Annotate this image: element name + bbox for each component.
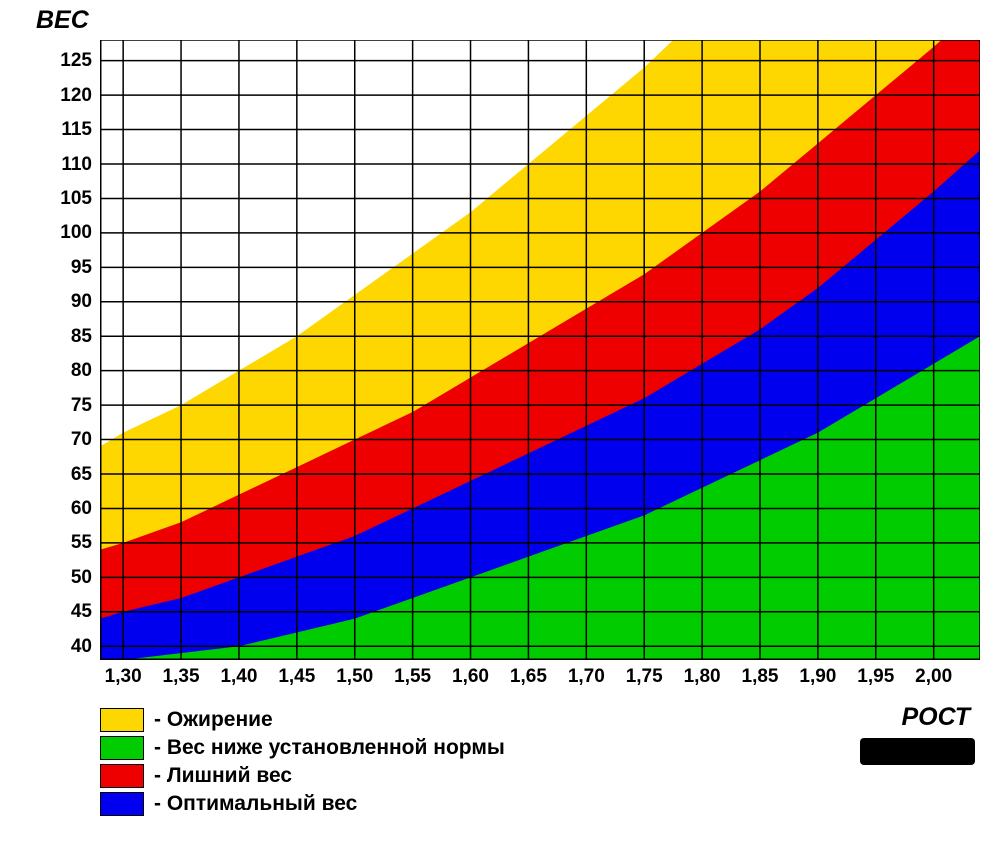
- y-tick-label: 65: [44, 464, 92, 486]
- legend-label: - Оптимальный вес: [154, 792, 357, 816]
- y-axis-title: ВЕС: [36, 6, 89, 35]
- x-tick-label: 1,45: [272, 666, 322, 688]
- x-tick-label: 1,55: [388, 666, 438, 688]
- x-axis-title: РОСТ: [902, 703, 971, 732]
- x-tick-label: 1,70: [561, 666, 611, 688]
- y-tick-label: 80: [44, 360, 92, 382]
- legend-item-obesity: - Ожирение: [100, 708, 505, 732]
- x-tick-label: 1,80: [677, 666, 727, 688]
- y-tick-label: 110: [44, 154, 92, 176]
- x-tick-label: 1,95: [851, 666, 901, 688]
- y-tick-label: 95: [44, 257, 92, 279]
- chart-container: ВЕС 40 45 50 55 60 65 70 75 80 85 90 95 100 105 110 115…: [0, 0, 1000, 850]
- y-tick-label: 125: [44, 50, 92, 72]
- x-tick-label: 1,85: [735, 666, 785, 688]
- legend-label: - Вес ниже установленной нормы: [154, 736, 505, 760]
- x-tick-label: 1,60: [446, 666, 496, 688]
- y-tick-label: 115: [44, 119, 92, 141]
- legend-item-underweight: - Вес ниже установленной нормы: [100, 736, 505, 760]
- x-tick-label: 1,35: [156, 666, 206, 688]
- y-tick-label: 50: [44, 567, 92, 589]
- area-chart: [100, 40, 980, 660]
- y-tick-label: 45: [44, 601, 92, 623]
- legend-swatch: [100, 736, 144, 760]
- legend-swatch: [100, 708, 144, 732]
- legend-label: - Ожирение: [154, 708, 273, 732]
- x-tick-label: 1,40: [214, 666, 264, 688]
- x-tick-label: 1,30: [98, 666, 148, 688]
- x-tick-label: 1,50: [330, 666, 380, 688]
- x-tick-label: 1,75: [619, 666, 669, 688]
- y-tick-label: 105: [44, 188, 92, 210]
- legend-label: - Лишний вес: [154, 764, 292, 788]
- legend-swatch: [100, 764, 144, 788]
- legend-item-overweight: - Лишний вес: [100, 764, 505, 788]
- y-tick-label: 90: [44, 291, 92, 313]
- y-tick-label: 75: [44, 395, 92, 417]
- y-tick-label: 70: [44, 429, 92, 451]
- y-tick-label: 55: [44, 532, 92, 554]
- y-tick-label: 85: [44, 326, 92, 348]
- legend: - Ожирение - Вес ниже установленной нормы…: [100, 708, 505, 820]
- y-tick-label: 60: [44, 498, 92, 520]
- legend-item-optimal: - Оптимальный вес: [100, 792, 505, 816]
- x-tick-label: 1,65: [503, 666, 553, 688]
- x-tick-label: 1,90: [793, 666, 843, 688]
- y-tick-label: 120: [44, 85, 92, 107]
- y-tick-label: 40: [44, 636, 92, 658]
- redacted-box: [860, 738, 975, 765]
- y-tick-label: 100: [44, 222, 92, 244]
- x-tick-label: 2,00: [909, 666, 959, 688]
- legend-swatch: [100, 792, 144, 816]
